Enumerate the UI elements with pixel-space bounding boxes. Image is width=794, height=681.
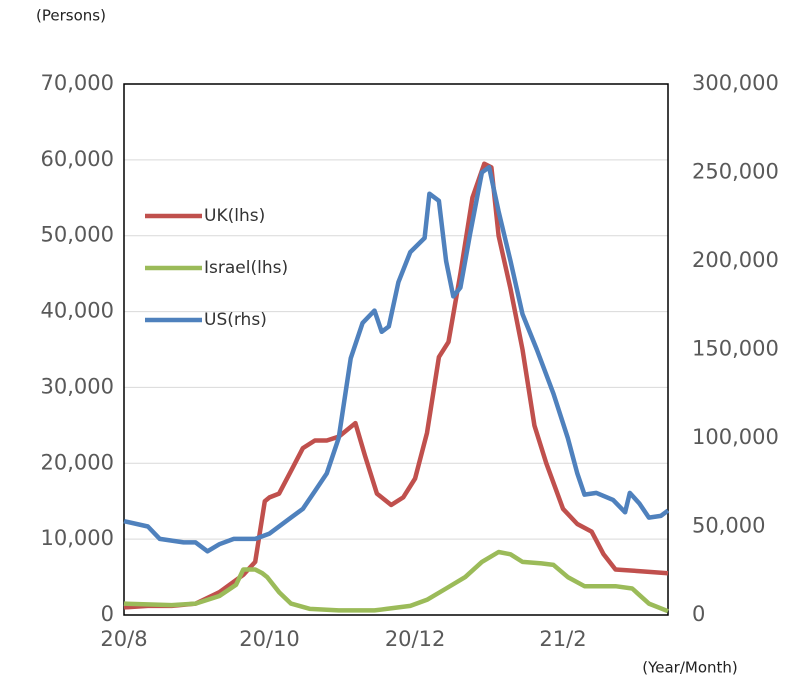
x-tick-label: 20/8 — [100, 627, 147, 651]
y-tick-label: 70,000 — [41, 71, 114, 95]
series-line — [123, 549, 669, 614]
y-tick-label: 50,000 — [41, 223, 114, 247]
x-tick-label: 20/12 — [385, 627, 446, 651]
y-tick-label: 20,000 — [41, 450, 114, 474]
x-tick-label: 21/2 — [539, 627, 586, 651]
y-tick-label: 30,000 — [41, 374, 114, 398]
y2-tick-label: 100,000 — [692, 425, 779, 449]
y-tick-label: 0 — [101, 602, 114, 626]
series-line — [123, 164, 670, 554]
y-tick-label: 40,000 — [41, 299, 114, 323]
y-tick-label: 60,000 — [41, 147, 114, 171]
legend-label: UK(lhs) — [204, 206, 265, 226]
y2-tick-label: 200,000 — [692, 248, 779, 272]
plot-border — [123, 83, 669, 616]
y-axis-label: (Persons) — [36, 7, 106, 25]
y2-tick-label: 300,000 — [692, 71, 779, 95]
y2-tick-label: 50,000 — [692, 514, 765, 538]
series-line — [123, 161, 669, 610]
y2-tick-label: 0 — [692, 602, 705, 626]
legend-label: Israel(lhs) — [204, 258, 288, 278]
x-tick-label: 20/10 — [239, 627, 300, 651]
y2-tick-label: 150,000 — [692, 337, 779, 361]
y-tick-label: 10,000 — [41, 526, 114, 550]
y2-tick-label: 250,000 — [692, 160, 779, 184]
legend-label: US(rhs) — [204, 310, 267, 330]
x-axis-label: (Year/Month) — [642, 659, 738, 677]
